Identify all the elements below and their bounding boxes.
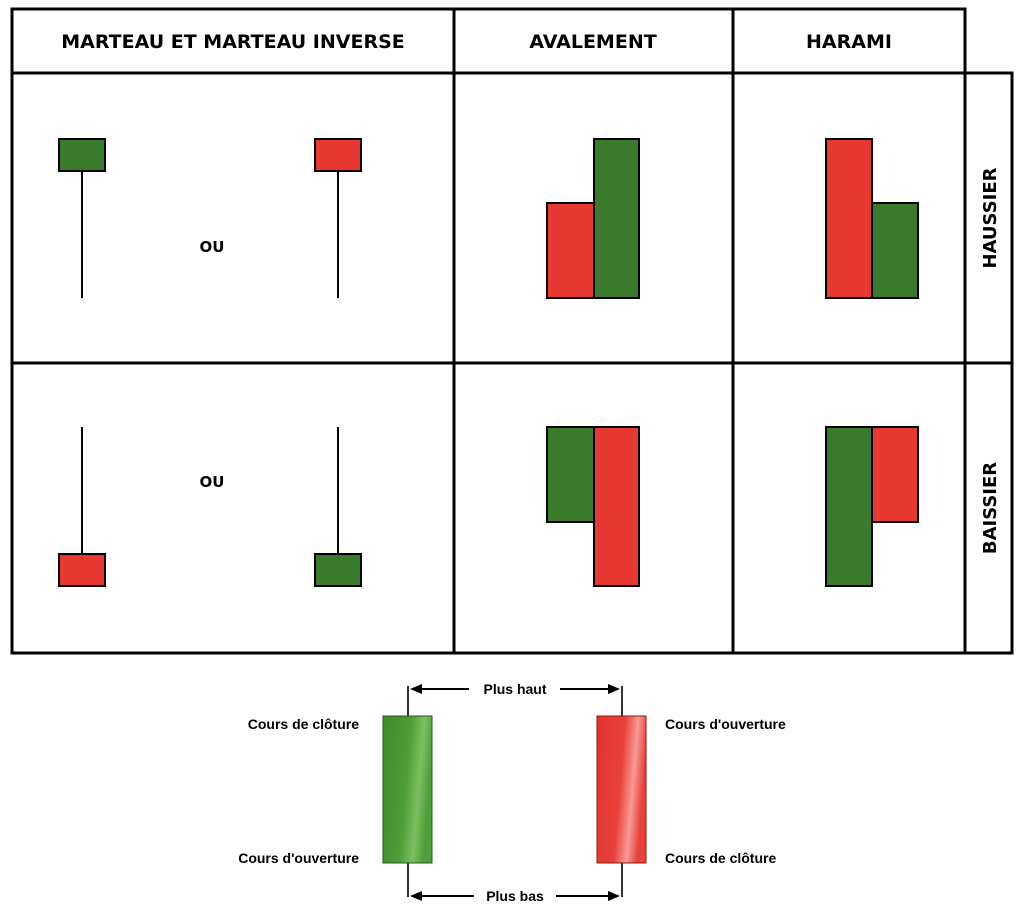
legend-red-candle [596, 715, 647, 864]
high-label: Plus haut [483, 681, 546, 697]
candle-body-green [58, 138, 106, 172]
bullish-engulfing-cell [546, 138, 640, 299]
pattern-table: MARTEAU ET MARTEAU INVERSE AVALEMENT HAR… [10, 7, 1014, 655]
bullish-hammer-cell: OU [58, 138, 362, 298]
candle-body-green [871, 202, 919, 299]
green-close-label: Cours de clôture [248, 716, 359, 732]
candle-body-red [58, 553, 106, 587]
candle-anatomy-legend: Plus haut Plus bas Cours de clôture Cour… [238, 681, 786, 904]
row-label-bearish: BAISSIER [980, 462, 1001, 554]
candle-body-green [546, 426, 595, 523]
low-arrow [410, 891, 620, 901]
candle-body-red [593, 426, 640, 587]
candle-body-red [825, 138, 873, 299]
red-close-label: Cours de clôture [665, 850, 776, 866]
legend-green-candle [382, 715, 433, 864]
header-harami: HARAMI [806, 31, 892, 53]
row-label-bullish: HAUSSIER [980, 167, 1001, 268]
connector-ou: OU [200, 238, 225, 256]
header-hammer: MARTEAU ET MARTEAU INVERSE [61, 31, 404, 53]
red-open-label: Cours d'ouverture [665, 716, 786, 732]
low-label: Plus bas [486, 888, 544, 904]
candle-body-red [314, 138, 362, 172]
candle-body-green [825, 426, 873, 587]
candle-body-red [546, 202, 595, 299]
bullish-harami-cell [825, 138, 919, 299]
candle-body-red [871, 426, 919, 523]
bearish-harami-cell [825, 426, 919, 587]
candle-body-green [593, 138, 640, 299]
green-open-label: Cours d'ouverture [238, 850, 359, 866]
candle-body-green [314, 553, 362, 587]
bearish-engulfing-cell [546, 426, 640, 587]
connector-ou: OU [200, 473, 225, 491]
bearish-hammer-cell: OU [58, 427, 362, 587]
high-arrow [410, 684, 620, 694]
header-engulfing: AVALEMENT [529, 31, 656, 53]
